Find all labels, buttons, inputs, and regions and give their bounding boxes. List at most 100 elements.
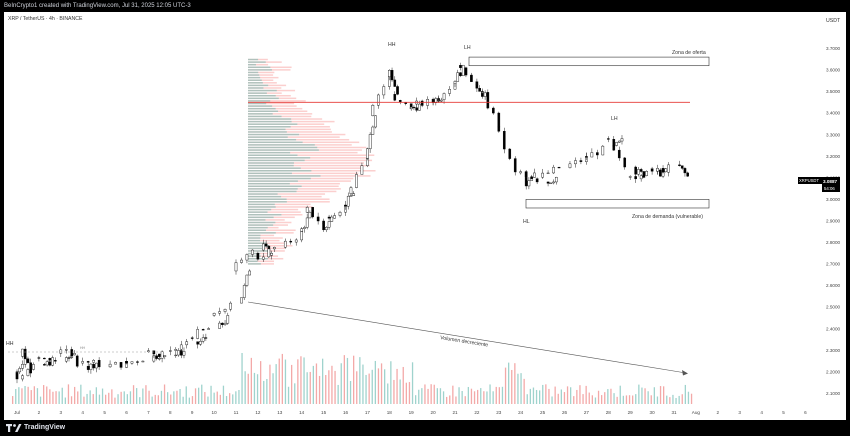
volume-bar [632, 395, 634, 404]
candle-body [349, 195, 353, 197]
demand-zone-box[interactable] [525, 199, 710, 209]
volume-profile-buy [248, 63, 256, 66]
volume-bar [380, 363, 383, 404]
volume-profile-sell [248, 84, 287, 87]
volume-bar [210, 385, 212, 404]
candle-body [270, 252, 273, 256]
volume-bar [21, 388, 23, 404]
chart-panel[interactable]: XRP / TetherUS · 4h · BINANCE USDT 3.700… [4, 12, 846, 420]
volume-bar [18, 387, 20, 404]
candle-body [160, 351, 164, 359]
volume-bar [120, 391, 122, 404]
candle-body [168, 350, 172, 352]
volume-profile-buy [248, 71, 259, 74]
candle-body [459, 64, 462, 68]
volume-bar [666, 395, 668, 404]
price-axis[interactable]: 3.70003.60003.50003.40003.30003.20003.10… [826, 46, 840, 396]
candle-body [89, 363, 93, 370]
candle-body [245, 254, 249, 261]
y-tick-label: 3.3000 [826, 132, 840, 137]
volume-bar [67, 384, 70, 404]
candle-body [590, 152, 594, 158]
volume-profile-sell [248, 63, 269, 66]
volume-profile-buy [248, 177, 311, 180]
price-chart[interactable]: XRP / TetherUS · 4h · BINANCE USDT 3.700… [4, 12, 846, 420]
candle-body [418, 103, 421, 111]
volume-profile-buy [248, 203, 275, 206]
volume-bar [625, 395, 628, 404]
volume-profile-buy [248, 149, 319, 151]
candle-body [333, 215, 336, 219]
volume-profile-sell [248, 144, 352, 146]
volume-profile-sell [248, 120, 335, 123]
candle-body [240, 297, 243, 304]
x-tick-label: 20 [431, 410, 437, 415]
volume-bar [232, 394, 234, 404]
candle-body [382, 86, 386, 96]
volume-bar [455, 396, 457, 404]
volume-bar [163, 384, 166, 404]
volume-bar [653, 387, 655, 404]
candle-body [552, 181, 555, 184]
volume-profile-buy [248, 250, 268, 252]
volume-profile-sell [248, 239, 280, 242]
volume-bar [585, 385, 587, 404]
candle-body [223, 322, 227, 325]
y-tick-label: 2.2000 [826, 369, 840, 374]
supply-zone-box[interactable] [468, 56, 710, 67]
candle-body [650, 168, 654, 172]
candle-body [322, 223, 325, 231]
volume-trend-arrow[interactable] [247, 301, 687, 374]
volume-bars [12, 352, 693, 404]
candle-body [158, 358, 161, 360]
volume-profile-sell [248, 164, 370, 167]
volume-profile-sell [248, 198, 330, 200]
candle-body [262, 243, 265, 251]
y-tick-label: 3.0000 [826, 197, 840, 202]
volume-profile-sell [248, 146, 367, 149]
volume-bar [442, 391, 445, 404]
volume-profile-sell [248, 255, 279, 257]
y-tick-label: 3.7000 [826, 46, 840, 51]
candle-body [248, 270, 251, 276]
candle-body [264, 243, 268, 247]
volume-bar [43, 385, 45, 404]
x-tick-label: 11 [234, 410, 239, 415]
attribution-text: BeInCrypto1 created with TradingView.com… [4, 3, 191, 9]
x-tick-label: 27 [584, 410, 590, 415]
time-axis[interactable]: Jul 2 3 4 5 6 7 8 9 10 11 12 13 14 15 16 17 18 19 20 21 22 23 2… [14, 410, 807, 415]
candle-body [360, 165, 364, 175]
x-tick-label: 25 [540, 410, 546, 415]
volume-bar [408, 382, 411, 404]
volume-profile-buy [248, 208, 272, 211]
candle-body [273, 247, 276, 250]
candle-body [283, 240, 287, 248]
x-tick-label: 23 [496, 410, 502, 415]
candle-body [656, 168, 659, 172]
candle-body [43, 364, 46, 366]
candle-body [152, 350, 156, 355]
volume-profile-sell [248, 219, 285, 221]
volume-bar [470, 388, 473, 404]
volume-bar [52, 391, 54, 404]
candle-body [174, 349, 178, 351]
volume-profile-sell [248, 229, 296, 232]
candle-body [327, 216, 331, 219]
x-tick-label: 24 [518, 410, 524, 415]
x-tick-label: 4 [760, 410, 763, 415]
volume-profile-buy [248, 69, 272, 71]
volume-profile-sell [248, 123, 325, 125]
x-tick-label: 10 [212, 410, 218, 415]
volume-bar [628, 395, 631, 404]
candle-body [475, 84, 479, 89]
x-tick-label: 26 [562, 410, 568, 415]
candle-body [664, 168, 668, 173]
volume-profile-sell [248, 203, 311, 206]
volume-bar [353, 355, 355, 404]
candle-body [130, 361, 134, 364]
candle-body [190, 337, 194, 339]
candle-body [256, 252, 260, 260]
volume-profile-sell [248, 237, 283, 239]
volume-profile-buy [248, 100, 271, 102]
candle-body [54, 360, 57, 362]
